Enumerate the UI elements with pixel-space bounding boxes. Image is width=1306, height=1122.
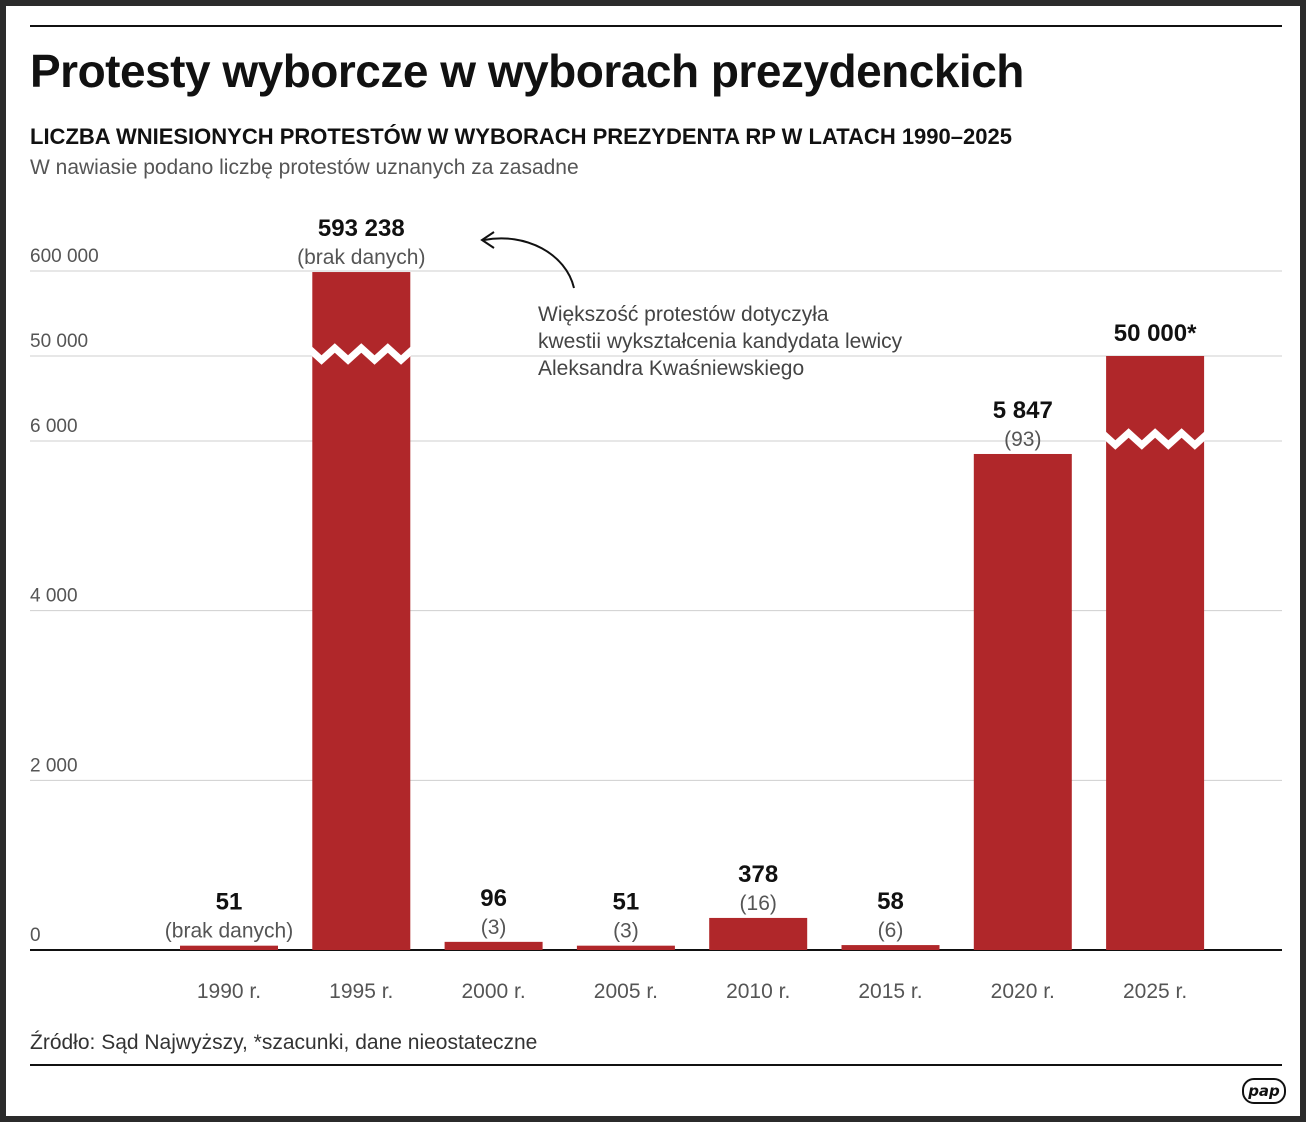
y-tick-label: 50 000 bbox=[30, 331, 88, 352]
annotation-line: Większość protestów dotyczyła bbox=[538, 303, 829, 326]
bar-2025 bbox=[1106, 356, 1205, 950]
bar-upheld-label: (brak danych) bbox=[297, 246, 425, 269]
x-tick-label: 2025 r. bbox=[1123, 980, 1187, 1003]
y-tick-label: 4 000 bbox=[30, 586, 78, 607]
pap-logo: pap bbox=[1242, 1078, 1286, 1104]
bar-value-label: 58 bbox=[877, 888, 904, 915]
bar-value-label: 50 000* bbox=[1114, 320, 1197, 347]
axis-break-mark bbox=[1099, 428, 1211, 450]
bar-value-label: 593 238 bbox=[318, 215, 405, 242]
x-tick-label: 1990 r. bbox=[197, 980, 261, 1003]
chart-note: W nawiasie podano liczbę protestów uznan… bbox=[30, 156, 579, 179]
bar-value-label: 96 bbox=[480, 885, 507, 912]
axis-break-mark bbox=[305, 343, 417, 365]
x-tick-label: 2020 r. bbox=[991, 980, 1055, 1003]
bar-value-label: 378 bbox=[738, 861, 778, 888]
top-rule bbox=[30, 25, 1282, 27]
infographic-card: Protesty wyborcze w wyborach prezydencki… bbox=[6, 6, 1300, 1116]
source-note: Źródło: Sąd Najwyższy, *szacunki, dane n… bbox=[30, 1031, 538, 1054]
y-tick-label: 0 bbox=[30, 925, 41, 946]
y-tick-label: 600 000 bbox=[30, 246, 99, 267]
annotation-line: kwestii wykształcenia kandydata lewicy bbox=[538, 330, 903, 353]
x-tick-label: 2015 r. bbox=[858, 980, 922, 1003]
bar-upheld-label: (3) bbox=[481, 916, 507, 939]
bar-2015 bbox=[841, 945, 940, 950]
bar-2010 bbox=[709, 917, 808, 950]
bar-upheld-label: (93) bbox=[1004, 428, 1041, 451]
x-tick-label: 1995 r. bbox=[329, 980, 393, 1003]
bar-2000 bbox=[444, 941, 543, 950]
bar-value-label: 51 bbox=[613, 889, 640, 916]
x-tick-label: 2010 r. bbox=[726, 980, 790, 1003]
bar-2020 bbox=[973, 453, 1072, 950]
bar-value-label: 51 bbox=[216, 889, 243, 916]
y-tick-label: 6 000 bbox=[30, 416, 78, 437]
bottom-rule bbox=[30, 1064, 1282, 1066]
bar-chart: 0 2 000 4 000 6 000 50 000 600 000 51 (brak dan… bbox=[30, 215, 1282, 1003]
chart-subtitle: LICZBA WNIESIONYCH PROTESTÓW W WYBORACH … bbox=[30, 124, 1012, 149]
bar-1990 bbox=[180, 945, 278, 950]
bar-2005 bbox=[576, 945, 675, 950]
bar-upheld-label: (16) bbox=[740, 892, 777, 915]
x-tick-label: 2000 r. bbox=[461, 980, 525, 1003]
chart-title: Protesty wyborcze w wyborach prezydencki… bbox=[30, 45, 1024, 97]
annotation-line: Aleksandra Kwaśniewskiego bbox=[538, 357, 804, 380]
x-tick-label: 2005 r. bbox=[594, 980, 658, 1003]
annotation-arrow bbox=[483, 237, 575, 289]
bar-1995 bbox=[312, 272, 411, 950]
annotation-arrowhead bbox=[480, 231, 495, 249]
bar-upheld-label: (6) bbox=[878, 919, 904, 942]
bar-upheld-label: (3) bbox=[613, 920, 639, 943]
bar-value-label: 5 847 bbox=[993, 397, 1053, 424]
bar-upheld-label: (brak danych) bbox=[165, 920, 293, 943]
y-tick-label: 2 000 bbox=[30, 755, 78, 776]
